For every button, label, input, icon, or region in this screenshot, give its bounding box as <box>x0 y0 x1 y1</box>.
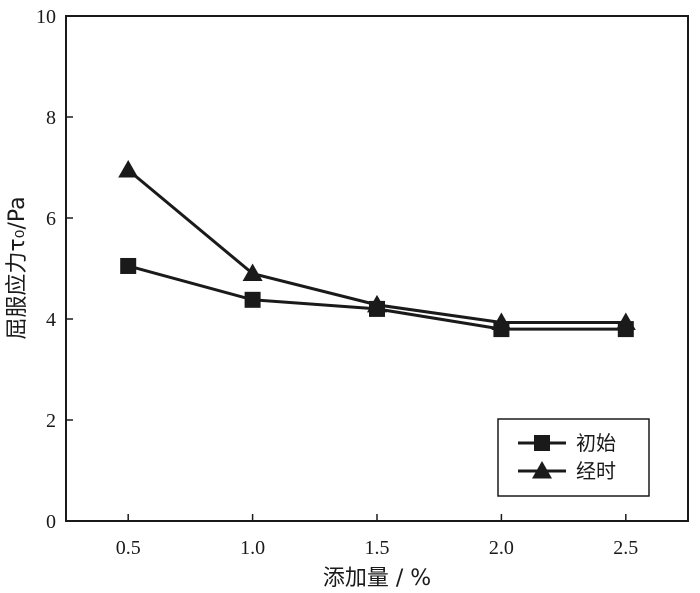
legend-box <box>497 418 650 497</box>
y-tick-label: 8 <box>46 107 56 129</box>
data-point-triangle <box>491 312 512 331</box>
y-tick-label: 0 <box>46 511 56 533</box>
data-point-square <box>244 291 261 308</box>
y-axis-title: 屈服应力τ₀/Pa <box>5 196 30 339</box>
data-point-triangle <box>118 160 139 178</box>
legend-marker-triangle <box>532 461 552 479</box>
y-tick-label: 6 <box>46 208 56 230</box>
x-tick-label: 1.0 <box>240 537 265 559</box>
y-axis-ticks: 0 2 4 6 8 10 <box>36 6 73 533</box>
x-tick-label: 1.5 <box>365 537 390 559</box>
data-point-triangle <box>242 263 263 282</box>
data-point-square <box>120 257 137 274</box>
data-point-triangle <box>367 294 387 313</box>
y-tick-label: 4 <box>46 309 56 331</box>
x-tick-label: 2.0 <box>489 537 514 559</box>
x-axis-title: 添加量 / % <box>323 566 431 591</box>
y-tick-label: 10 <box>36 6 56 28</box>
y-tick-label: 2 <box>46 410 56 432</box>
data-point-triangle <box>615 312 636 331</box>
legend-label: 经时 <box>576 459 616 483</box>
x-axis-ticks: 0.5 1.0 1.5 2.0 2.5 <box>116 514 638 559</box>
legend-label: 初始 <box>576 431 616 455</box>
x-tick-label: 0.5 <box>116 537 141 559</box>
legend-marker-square <box>534 435 550 451</box>
series-layer <box>118 160 636 338</box>
series-triangle <box>118 160 636 331</box>
x-tick-label: 2.5 <box>613 537 638 559</box>
